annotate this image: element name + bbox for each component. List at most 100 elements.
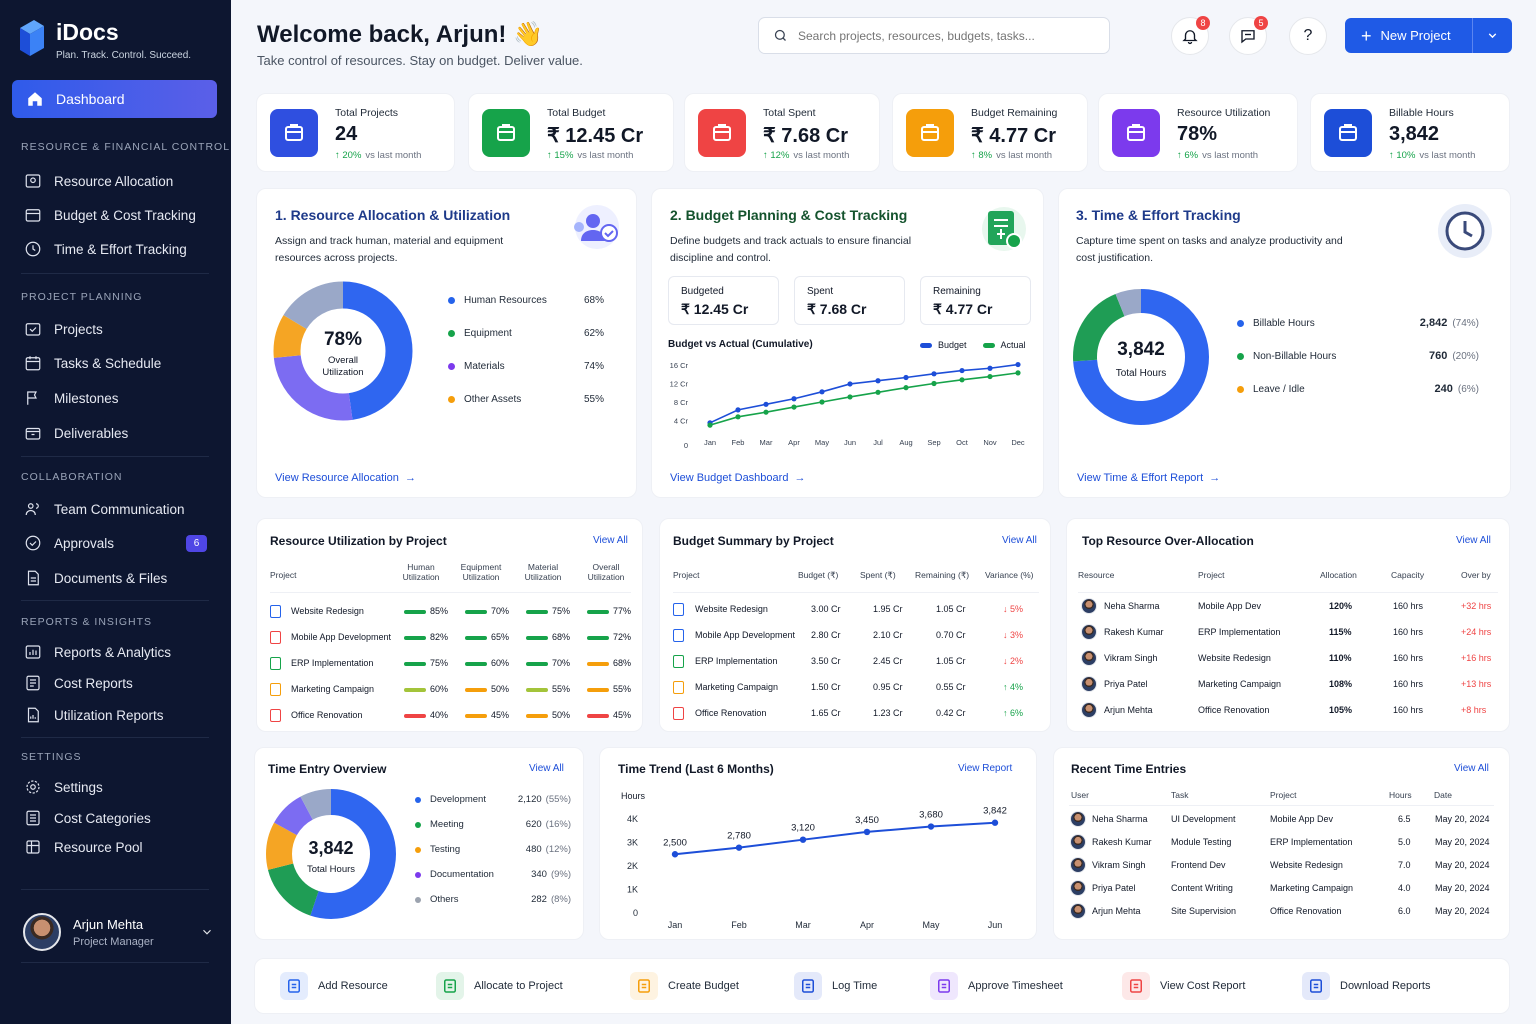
legend-percent: (74%) xyxy=(1452,317,1479,329)
data-label: 3,450 xyxy=(855,815,879,826)
table-row[interactable]: Rakesh Kumar Module Testing ERP Implementa… xyxy=(1054,834,1511,852)
sidebar-section-title: COLLABORATION xyxy=(21,471,123,483)
approve-timesheet-button[interactable]: Approve Timesheet xyxy=(930,972,1063,1000)
table-row[interactable]: Office Renovation 1.65 Cr 1.23 Cr 0.42 Cr ↑ … xyxy=(660,707,1052,725)
table-row[interactable]: Mobile App Development 2.80 Cr 2.10 Cr 0.70… xyxy=(660,629,1052,647)
kpi-change-value: ↑ 12% xyxy=(763,150,790,161)
panel-description: Define budgets and track actuals to ensu… xyxy=(670,235,912,264)
app-logo[interactable]: iDocs Plan. Track. Control. Succeed. xyxy=(18,18,191,61)
sidebar-item-projects[interactable]: Projects xyxy=(24,320,103,338)
table-row[interactable]: Office Renovation 40% 45% 50% 45% xyxy=(257,709,644,727)
view-all-link[interactable]: View All xyxy=(1454,763,1489,774)
sidebar-item-team-communication[interactable]: Team Communication xyxy=(24,500,185,518)
sidebar-item-tasks[interactable]: Tasks & Schedule xyxy=(24,354,161,372)
sidebar-item-label: Utilization Reports xyxy=(54,707,164,723)
view-resource-allocation-link[interactable]: View Resource Allocation → xyxy=(275,472,416,484)
view-all-link[interactable]: View All xyxy=(593,535,628,546)
table-row[interactable]: Arjun Mehta Site Supervision Office Renova… xyxy=(1054,903,1511,921)
kpi-label: Total Budget xyxy=(547,107,606,119)
sidebar-item-cost-categories[interactable]: Cost Categories xyxy=(24,809,151,827)
sidebar-item-milestones[interactable]: Milestones xyxy=(24,389,119,407)
table-row[interactable]: Marketing Campaign 1.50 Cr 0.95 Cr 0.55 Cr ↑… xyxy=(660,681,1052,699)
table-row[interactable]: Vikram Singh Frontend Dev Website Redesign… xyxy=(1054,857,1511,875)
view-time-report-link[interactable]: View Time & Effort Report → xyxy=(1077,472,1220,484)
notifications-button[interactable]: 8 xyxy=(1171,16,1210,55)
view-report-link[interactable]: View Report xyxy=(958,763,1013,774)
project-name: ERP Implementation xyxy=(291,658,374,668)
help-button[interactable]: ? xyxy=(1289,17,1327,55)
sidebar-item-settings[interactable]: Settings xyxy=(24,778,103,796)
series-line xyxy=(709,372,1019,426)
column-header: Date xyxy=(1434,790,1452,800)
sidebar-section-title: SETTINGS xyxy=(21,751,82,763)
user-profile[interactable]: Arjun Mehta Project Manager xyxy=(23,913,214,951)
log-time-button[interactable]: Log Time xyxy=(794,972,877,1000)
file-icon xyxy=(270,657,281,670)
search-input[interactable] xyxy=(798,28,1098,43)
table-row[interactable]: ERP Implementation 75% 60% 70% 68% xyxy=(257,657,644,675)
avatar xyxy=(1070,811,1086,827)
kpi-card[interactable]: Billable Hours 3,842 ↑ 10% vs last month xyxy=(1310,93,1510,172)
kpi-card[interactable]: Total Projects 24 ↑ 20% vs last month xyxy=(256,93,455,172)
date-value: May 20, 2024 xyxy=(1435,883,1490,893)
utilization-value: 60% xyxy=(491,658,510,668)
add-resource-icon xyxy=(280,972,308,1000)
table-row[interactable]: ERP Implementation 3.50 Cr 2.45 Cr 1.05 Cr ↓… xyxy=(660,655,1052,673)
table-row[interactable]: Website Redesign 3.00 Cr 1.95 Cr 1.05 Cr ↓ 5… xyxy=(660,603,1052,621)
view-cost-report-button[interactable]: View Cost Report xyxy=(1122,972,1245,1000)
sidebar-item-reports[interactable]: Reports & Analytics xyxy=(24,643,171,661)
table-row[interactable]: Vikram Singh Website Redesign 110% 160 hrs +… xyxy=(1067,650,1511,668)
search-box[interactable] xyxy=(758,17,1110,54)
add-resource-button[interactable]: Add Resource xyxy=(280,972,388,1000)
sidebar-item-cost-reports[interactable]: Cost Reports xyxy=(24,674,133,692)
allocate-button[interactable]: Allocate to Project xyxy=(436,972,563,1000)
messages-button[interactable]: 5 xyxy=(1229,16,1268,55)
series-line xyxy=(709,363,1019,424)
data-point xyxy=(927,823,935,830)
utilization-bar xyxy=(465,662,487,666)
download-reports-button[interactable]: Download Reports xyxy=(1302,972,1431,1000)
table-row[interactable]: Priya Patel Marketing Campaign 108% 160 hrs… xyxy=(1067,676,1511,694)
table-row[interactable]: Marketing Campaign 60% 50% 55% 55% xyxy=(257,683,644,701)
legend-label: Others xyxy=(430,894,459,905)
kpi-card[interactable]: Total Spent ₹ 7.68 Cr ↑ 12% vs last month xyxy=(684,93,880,172)
task-name: Module Testing xyxy=(1171,837,1232,847)
view-all-link[interactable]: View All xyxy=(1456,535,1491,546)
table-row[interactable]: Neha Sharma Mobile App Dev 120% 160 hrs +32 … xyxy=(1067,598,1511,616)
new-project-button[interactable]: + New Project xyxy=(1345,18,1512,53)
table-row[interactable]: Rakesh Kumar ERP Implementation 115% 160 hr… xyxy=(1067,624,1511,642)
view-all-link[interactable]: View All xyxy=(529,763,564,774)
kpi-card[interactable]: Total Budget ₹ 12.45 Cr ↑ 15% vs last month xyxy=(468,93,674,172)
column-header: Capacity xyxy=(1391,570,1425,580)
avatar xyxy=(1081,624,1097,640)
data-point xyxy=(959,377,965,383)
view-all-link[interactable]: View All xyxy=(1002,535,1037,546)
sidebar-item-deliverables[interactable]: Deliverables xyxy=(24,424,128,442)
kpi-card[interactable]: Budget Remaining ₹ 4.77 Cr ↑ 8% vs last mon… xyxy=(892,93,1088,172)
chevron-down-icon[interactable] xyxy=(200,925,214,939)
table-row[interactable]: Neha Sharma UI Development Mobile App Dev 6… xyxy=(1054,811,1511,829)
table-row[interactable]: Arjun Mehta Office Renovation 105% 160 hrs +… xyxy=(1067,702,1511,720)
sidebar-item-resource-allocation[interactable]: Resource Allocation xyxy=(24,172,173,190)
sidebar-item-budget[interactable]: Budget & Cost Tracking xyxy=(24,206,196,224)
kpi-card[interactable]: Resource Utilization 78% ↑ 6% vs last month xyxy=(1098,93,1298,172)
table-row[interactable]: Website Redesign 85% 70% 75% 77% xyxy=(257,605,644,623)
sidebar-item-time[interactable]: Time & Effort Tracking xyxy=(24,240,187,258)
plus-icon: + xyxy=(1361,25,1372,46)
kpi-change: ↑ 12% vs last month xyxy=(763,150,849,161)
chevron-down-icon[interactable] xyxy=(1486,29,1499,42)
view-budget-dashboard-link[interactable]: View Budget Dashboard → xyxy=(670,472,806,484)
create-budget-button[interactable]: Create Budget xyxy=(630,972,739,1000)
sidebar-item-documents[interactable]: Documents & Files xyxy=(24,569,167,587)
table-row[interactable]: Mobile App Development 82% 65% 68% 72% xyxy=(257,631,644,649)
sidebar-item-dashboard[interactable]: Dashboard xyxy=(12,80,217,118)
sidebar-item-approvals[interactable]: Approvals xyxy=(24,534,114,552)
sidebar-item-resource-pool[interactable]: Resource Pool xyxy=(24,838,143,856)
data-label: 3,680 xyxy=(919,810,943,821)
sidebar-item-utilization-reports[interactable]: Utilization Reports xyxy=(24,706,164,724)
data-point xyxy=(875,389,881,395)
table-row[interactable]: Priya Patel Content Writing Marketing Camp… xyxy=(1054,880,1511,898)
x-tick-label: Jun xyxy=(988,920,1003,930)
stat-value: ₹ 12.45 Cr xyxy=(681,301,749,317)
sidebar-item-label: Time & Effort Tracking xyxy=(54,241,187,257)
